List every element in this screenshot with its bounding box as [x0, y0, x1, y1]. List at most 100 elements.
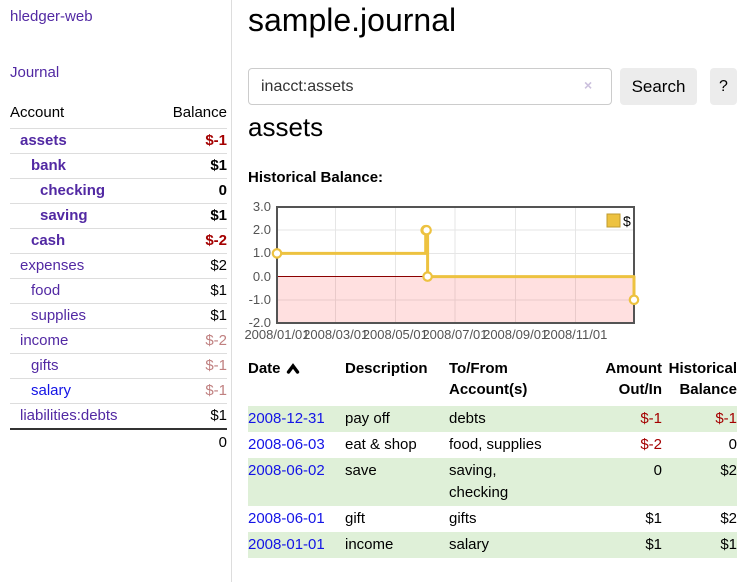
register-balance: $1 — [720, 536, 737, 553]
account-balance: $1 — [210, 157, 227, 174]
account-name-cell: income — [10, 329, 154, 354]
account-balance: $1 — [210, 282, 227, 299]
account-link[interactable]: cash — [31, 232, 66, 249]
account-row: liabilities:debts $1 — [10, 404, 227, 429]
account-row: food $1 — [10, 279, 227, 304]
account-name-cell: expenses — [10, 254, 154, 279]
account-link[interactable]: bank — [31, 157, 67, 174]
account-link[interactable]: assets — [20, 132, 67, 149]
account-name-cell: supplies — [10, 304, 154, 329]
register-amount: $-1 — [640, 410, 662, 427]
col-date[interactable]: Date — [248, 358, 345, 406]
x-axis-tick-label: 2008/09/01 — [483, 327, 549, 342]
register-row: 2008-01-01 income salary $1 $1 — [248, 532, 737, 558]
account-link[interactable]: saving — [40, 207, 88, 224]
sort-ascending-icon — [286, 363, 299, 374]
register-date-link[interactable]: 2008-06-03 — [248, 436, 325, 453]
account-row: bank $1 — [10, 154, 227, 179]
x-axis-tick-label: 2008/05/01 — [362, 327, 428, 342]
data-point-marker — [271, 248, 283, 259]
register-accounts: food, supplies — [449, 432, 587, 458]
col-amount: Amount Out/In — [605, 360, 662, 398]
account-link[interactable]: gifts — [31, 357, 59, 374]
account-link[interactable]: liabilities:debts — [20, 407, 118, 424]
account-row: cash $-2 — [10, 229, 227, 254]
account-name-cell: salary — [10, 379, 154, 404]
y-axis-tick-label: -1.0 — [248, 291, 271, 307]
register-accounts-text: saving, checking — [449, 462, 509, 501]
register-description: save — [345, 462, 377, 479]
search-bar: × Search ? — [248, 68, 737, 105]
page-title: sample.journal — [248, 2, 457, 38]
y-axis-tick-label: 2.0 — [252, 222, 271, 238]
register-accounts: salary — [449, 532, 587, 558]
account-link[interactable]: expenses — [20, 257, 85, 274]
search-button[interactable]: Search — [620, 68, 697, 105]
account-link[interactable]: food — [31, 282, 61, 299]
register-date-link[interactable]: 2008-06-01 — [248, 510, 325, 527]
account-balance: $-1 — [205, 382, 227, 399]
search-clear-icon[interactable]: × — [584, 77, 593, 93]
main-content: sample.journal × Search ? assets Histori… — [244, 0, 742, 582]
register-amount: $-2 — [640, 436, 662, 453]
register-accounts: debts — [449, 406, 587, 432]
account-link[interactable]: checking — [40, 182, 106, 199]
account-row: income $-2 — [10, 329, 227, 354]
account-balance: $1 — [210, 207, 227, 224]
negative-region — [277, 276, 634, 323]
chart-legend: $ — [606, 213, 631, 229]
register-description: income — [345, 536, 394, 553]
register-date-cell: 2008-12-31 — [248, 406, 345, 432]
x-axis-tick-label: 2008/01/01 — [244, 327, 310, 342]
account-name-cell: saving — [10, 204, 154, 229]
register-date-link[interactable]: 2008-06-02 — [248, 462, 325, 479]
register-accounts-text: salary — [449, 536, 490, 553]
chart-gridlines — [276, 207, 634, 323]
register-amount: $1 — [645, 536, 662, 553]
account-row: expenses $2 — [10, 254, 227, 279]
register-table: Date Description To/From Account(s) Amou… — [248, 358, 737, 558]
y-axis-tick-label: 3.0 — [252, 199, 271, 214]
y-axis-tick-label: -2.0 — [248, 315, 271, 330]
col-balance: Historical Balance — [668, 360, 737, 398]
accounts-header-account: Account — [10, 104, 65, 121]
register-rows: 2008-12-31 pay off debts $-1 $-1 2008-06-03 ea… — [248, 406, 737, 558]
account-balance: $-2 — [205, 332, 227, 349]
register-date-link[interactable]: 2008-12-31 — [248, 410, 325, 427]
register-balance: $2 — [720, 510, 737, 527]
account-balance: $1 — [210, 407, 227, 424]
register-accounts-text: food, supplies — [449, 436, 542, 453]
search-input[interactable] — [248, 68, 612, 105]
register-balance: $2 — [720, 462, 737, 479]
account-row: assets $-1 — [10, 129, 227, 154]
account-row: saving $1 — [10, 204, 227, 229]
register-date-link[interactable]: 2008-01-01 — [248, 536, 325, 553]
account-row: gifts $-1 — [10, 354, 227, 379]
data-point-marker — [628, 294, 640, 306]
x-axis-tick-label: 2008/11/01 — [543, 327, 608, 342]
register-amount: $1 — [645, 510, 662, 527]
nav-journal-link[interactable]: Journal — [10, 64, 60, 81]
account-balance: $1 — [210, 307, 227, 324]
help-button[interactable]: ? — [710, 68, 737, 105]
data-point-marker — [422, 271, 433, 282]
legend-label: $ — [623, 213, 631, 229]
accounts-table: Account Balance assets $-1 bank $1 checking 0… — [10, 99, 227, 455]
register-date-cell: 2008-06-02 — [248, 458, 345, 506]
accounts-total-spacer — [10, 429, 154, 455]
accounts-header-balance: Balance — [172, 104, 227, 121]
register-row: 2008-06-01 gift gifts $1 $2 — [248, 506, 737, 532]
account-link[interactable]: salary — [31, 382, 72, 399]
legend-swatch — [606, 213, 621, 228]
brand-link[interactable]: hledger-web — [10, 8, 93, 25]
account-name-cell: checking — [10, 179, 154, 204]
account-row: salary $-1 — [10, 379, 227, 404]
register-row: 2008-12-31 pay off debts $-1 $-1 — [248, 406, 737, 432]
register-header-row: Date Description To/From Account(s) Amou… — [248, 358, 737, 406]
account-balance: $2 — [210, 257, 227, 274]
register-accounts: gifts — [449, 506, 587, 532]
historical-balance-chart: $3.0 2.0 1.0 0.0 -1.0 -2.0 2008/01/01 2008/03/0… — [244, 199, 737, 348]
account-link[interactable]: income — [20, 332, 69, 349]
account-balance: 0 — [218, 182, 227, 199]
account-link[interactable]: supplies — [31, 307, 87, 324]
